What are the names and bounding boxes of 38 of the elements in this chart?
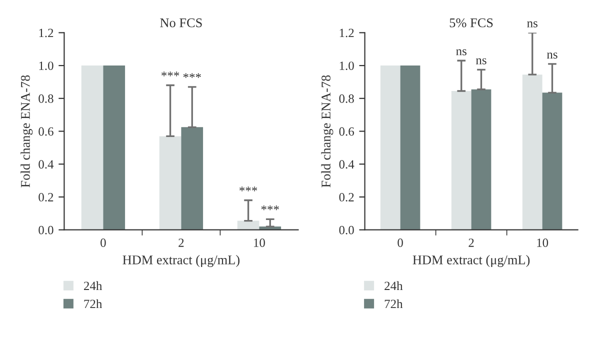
x-tick-label: 10 [254,238,265,247]
x-tick-label: 2 [178,238,184,247]
y-tick-label: 0.8 [339,94,354,103]
y-axis-title: Fold change ENA-78 [321,75,334,188]
x-tick-label: 2 [468,238,474,247]
y-tick-label: 0.6 [339,127,354,136]
annotation: ns [546,52,558,59]
x-axis-title: HDM extract (μg/mL) [412,255,530,268]
legend-label: 72h [84,299,102,308]
chart-title: No FCS [160,18,202,28]
y-axis-title: Fold change ENA-78 [20,75,33,188]
y-tick-label: 0.0 [38,226,54,234]
x-tick-label: 0 [100,238,106,247]
y-tick-label: 0.2 [38,193,54,202]
x-axis-title: HDM extract (μg/mL) [122,255,240,268]
annotation: ns [476,58,486,64]
y-tick-label: 0.4 [339,160,354,169]
text: ns [527,21,538,28]
legend-label: 24h [384,281,403,290]
annotation: ns [456,49,466,56]
y-tick-label: 0.2 [339,193,354,202]
annotation: *** [162,72,180,76]
x-tick-label: 10 [537,238,548,247]
y-tick-label: 0.8 [38,94,54,103]
legend-label: 72h [384,299,403,308]
y-tick-label: 1.0 [39,62,54,70]
legend-label: 24h [84,281,102,290]
x-tick-label: 0 [398,238,403,247]
y-tick-label: 0.4 [38,160,54,169]
annotation: *** [261,206,279,210]
chart-title: 5% FCS [450,18,493,28]
y-tick-label: 1.0 [340,62,354,70]
y-tick-label: 0.0 [339,226,354,234]
annotation: *** [240,186,258,192]
annotation: *** [183,73,201,78]
y-tick-label: 1.2 [39,28,54,38]
y-tick-label: 0.6 [38,127,54,136]
y-tick-label: 1.2 [340,28,354,38]
